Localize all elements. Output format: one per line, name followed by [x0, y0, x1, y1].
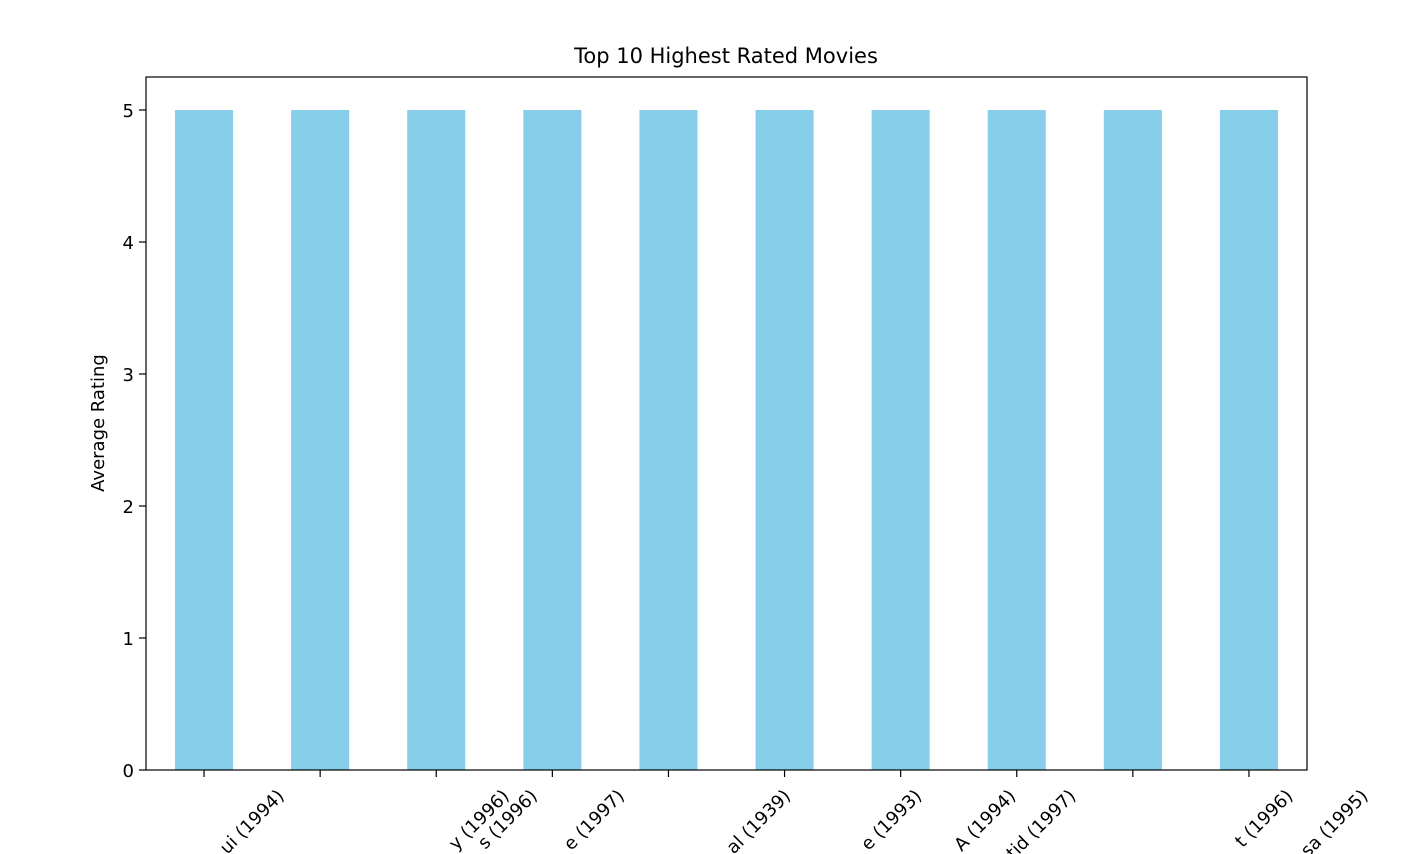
x-tick-label: ui (1994): [216, 786, 289, 854]
x-tick-label: e (1993): [857, 786, 926, 854]
bar: [639, 110, 698, 770]
y-tick-label: 3: [123, 365, 134, 386]
y-tick-label: 2: [123, 497, 134, 518]
bar: [175, 110, 234, 770]
bar: [407, 110, 466, 770]
chart-title: Top 10 Highest Rated Movies: [573, 44, 878, 68]
x-tick-label: al (1939): [722, 786, 795, 854]
y-tick-label: 4: [123, 233, 134, 254]
x-tick-label: e (1997): [560, 786, 629, 854]
y-tick-label: 5: [123, 101, 134, 122]
y-axis-label: Average Rating: [88, 354, 109, 492]
bar: [523, 110, 582, 770]
bar: [987, 110, 1046, 770]
bar: [1219, 110, 1278, 770]
bar: [871, 110, 930, 770]
y-tick-label: 1: [123, 629, 134, 650]
bar: [291, 110, 350, 770]
bar: [755, 110, 814, 770]
plot-frame: [145, 76, 1308, 771]
x-tick-label: t (1996): [1231, 786, 1297, 852]
x-tick-label: sa (1995): [1297, 786, 1373, 854]
y-tick-label: 0: [123, 761, 134, 782]
bar: [1103, 110, 1162, 770]
